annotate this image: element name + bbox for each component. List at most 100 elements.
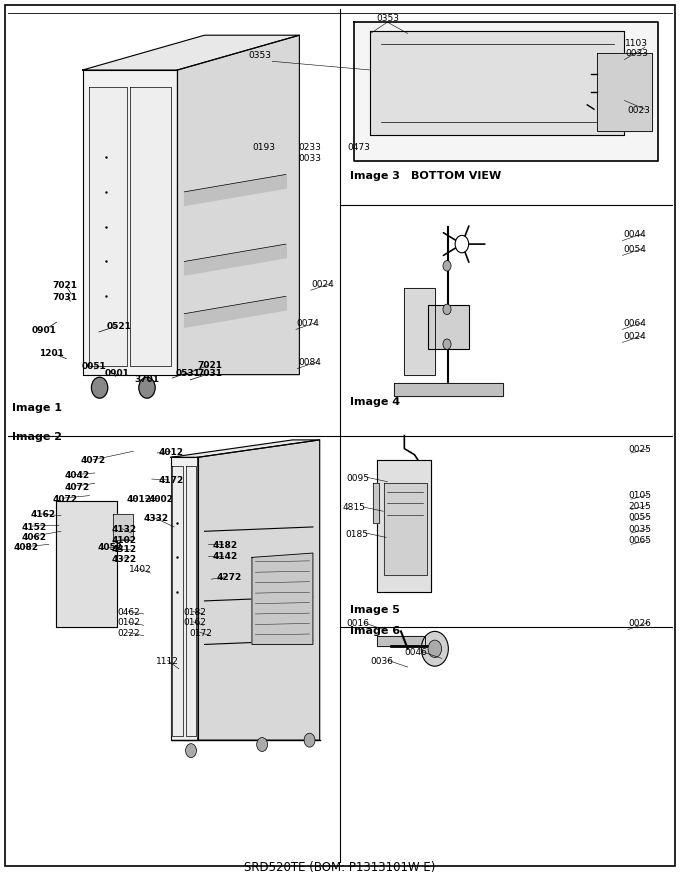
Text: 0353: 0353	[249, 51, 271, 60]
Text: 7031: 7031	[52, 292, 78, 302]
Text: 0182: 0182	[183, 607, 206, 617]
Text: 0054: 0054	[624, 245, 646, 253]
Text: 0102: 0102	[118, 617, 141, 626]
Text: 0531: 0531	[176, 368, 201, 377]
Polygon shape	[56, 502, 116, 627]
Text: Image 1: Image 1	[12, 403, 62, 413]
Text: 0901: 0901	[32, 325, 56, 334]
Text: 0222: 0222	[118, 628, 141, 637]
Text: Image 3: Image 3	[350, 171, 400, 181]
Polygon shape	[252, 553, 313, 645]
Text: 0521: 0521	[106, 321, 131, 330]
Text: Image 4: Image 4	[350, 397, 401, 407]
Polygon shape	[377, 460, 431, 593]
Circle shape	[428, 640, 441, 658]
Text: 4072: 4072	[80, 456, 105, 465]
Text: 7021: 7021	[52, 282, 78, 290]
Polygon shape	[198, 440, 320, 740]
Text: 0024: 0024	[624, 332, 646, 340]
Polygon shape	[377, 636, 424, 646]
Polygon shape	[394, 384, 503, 397]
Text: 7021: 7021	[198, 360, 223, 369]
Text: 4312: 4312	[112, 545, 137, 553]
Text: 0074: 0074	[296, 318, 320, 327]
Text: 4182: 4182	[213, 540, 238, 549]
Circle shape	[443, 261, 451, 272]
Text: 2015: 2015	[628, 501, 651, 510]
Bar	[428, 306, 469, 349]
Text: 0025: 0025	[628, 445, 651, 453]
Polygon shape	[354, 23, 658, 162]
Text: 4152: 4152	[22, 522, 47, 531]
Polygon shape	[130, 89, 171, 367]
Circle shape	[139, 378, 155, 399]
Text: 0051: 0051	[82, 362, 106, 371]
Text: 4072: 4072	[65, 482, 90, 491]
Polygon shape	[90, 89, 126, 367]
Text: 0462: 0462	[118, 607, 141, 617]
Polygon shape	[113, 514, 133, 540]
Polygon shape	[597, 53, 651, 132]
Text: 4042: 4042	[65, 471, 90, 480]
Text: 0065: 0065	[628, 536, 651, 545]
Text: Image 2: Image 2	[12, 431, 62, 442]
Text: 4815: 4815	[343, 503, 366, 512]
Text: 4172: 4172	[158, 476, 184, 485]
Text: 3701: 3701	[135, 374, 160, 383]
Polygon shape	[371, 32, 624, 136]
Text: 4142: 4142	[213, 552, 238, 560]
Polygon shape	[186, 467, 196, 736]
Text: 0064: 0064	[624, 318, 646, 327]
Text: 0353: 0353	[376, 14, 399, 24]
Text: 0162: 0162	[183, 617, 206, 626]
Text: 4322: 4322	[112, 554, 137, 563]
Polygon shape	[373, 484, 379, 523]
Text: 0095: 0095	[347, 474, 370, 482]
Polygon shape	[384, 484, 426, 575]
Text: Image 5: Image 5	[350, 604, 400, 614]
Text: 4012: 4012	[126, 494, 152, 503]
Text: 7031: 7031	[198, 369, 223, 378]
Text: 4102: 4102	[112, 535, 137, 544]
Text: 0193: 0193	[253, 143, 275, 152]
Text: 0024: 0024	[312, 280, 335, 289]
Text: 4332: 4332	[143, 513, 169, 523]
Text: 0185: 0185	[345, 529, 369, 538]
Text: 4052: 4052	[97, 543, 122, 552]
Text: 1103: 1103	[625, 39, 648, 47]
Text: 0172: 0172	[190, 628, 213, 637]
Text: 1402: 1402	[129, 565, 152, 574]
Polygon shape	[171, 440, 320, 458]
Text: 0046: 0046	[405, 647, 427, 656]
Text: 1201: 1201	[39, 349, 63, 358]
Text: 4082: 4082	[14, 543, 39, 552]
Text: 0055: 0055	[628, 512, 651, 522]
Text: 4002: 4002	[149, 494, 174, 503]
Text: 0901: 0901	[105, 368, 130, 377]
Text: 4132: 4132	[112, 524, 137, 533]
Text: 0026: 0026	[628, 618, 651, 627]
Text: 4062: 4062	[22, 532, 47, 541]
Polygon shape	[405, 289, 435, 375]
Text: Image 6: Image 6	[350, 625, 401, 636]
Text: SRD520TE (BOM: P1313101W E): SRD520TE (BOM: P1313101W E)	[244, 860, 436, 873]
Polygon shape	[172, 467, 183, 736]
Text: 0105: 0105	[628, 490, 651, 500]
Circle shape	[304, 733, 315, 747]
Text: 4072: 4072	[52, 494, 78, 503]
Text: BOTTOM VIEW: BOTTOM VIEW	[411, 171, 501, 181]
Polygon shape	[177, 36, 299, 375]
Text: 0033: 0033	[625, 49, 648, 58]
Text: 4272: 4272	[217, 573, 242, 581]
Text: 0084: 0084	[298, 358, 321, 367]
Circle shape	[257, 738, 267, 752]
Text: 1112: 1112	[156, 656, 179, 665]
Polygon shape	[83, 36, 299, 71]
Text: 4012: 4012	[158, 447, 183, 456]
Text: 0036: 0036	[371, 656, 394, 665]
Circle shape	[422, 631, 448, 667]
Text: 0023: 0023	[627, 105, 650, 115]
Text: 0044: 0044	[624, 230, 646, 239]
Text: 0233: 0233	[298, 143, 321, 152]
Polygon shape	[171, 458, 198, 740]
